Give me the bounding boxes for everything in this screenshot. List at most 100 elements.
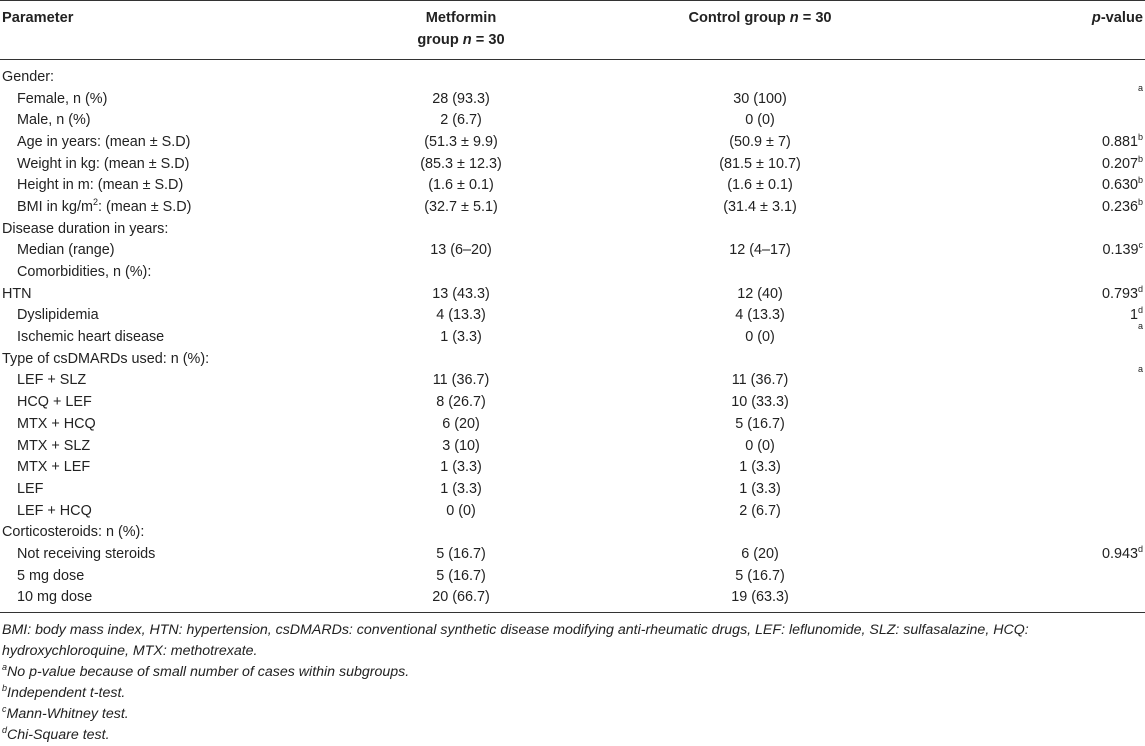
table-footnotes: BMI: body mass index, HTN: hypertension,… [0,613,1145,746]
header-parameter: Parameter [0,0,322,60]
control-value-cell: 11 (36.7) [731,372,789,389]
header-metformin-group: Metformin group n = 30 [322,0,600,60]
p-value-cell [920,60,1145,88]
control-value-cell: 19 (63.3) [600,586,920,614]
p-value-cell: a [1137,321,1143,332]
parameter-cell: HCQ + LEF [17,394,92,411]
control-value-cell: 0 (0) [745,437,775,454]
control-value-cell: 0 (0) [745,112,775,129]
p-value-cell: 0.943d [1101,543,1143,562]
p-value-cell [920,218,1145,240]
metformin-value-cell: 1 (3.3) [440,459,482,476]
control-value-cell: 6 (20) [741,545,779,562]
parameter-cell: LEF + SLZ [17,372,87,389]
table-row: Type of csDMARDs used: n (%): [0,348,1145,370]
footnote-a: aNo p-value because of small number of c… [2,662,410,681]
p-value-cell: 0.236b [1101,196,1143,215]
metformin-value-cell: 2 (6.7) [440,112,482,129]
control-value-cell: 30 (100) [733,90,787,107]
control-value-cell [600,60,920,88]
control-value-cell [600,348,920,370]
parameter-cell: Dyslipidemia [17,307,99,324]
p-value-cell [920,109,1145,131]
parameter-cell: LEF [17,480,44,497]
table-row: Female, n (%) 28 (93.3) 30 (100) a [0,82,1145,110]
metformin-value-cell: 1 (3.3) [440,329,482,346]
table-row: 5 mg dose 5 (16.7) 5 (16.7) [0,565,1145,587]
metformin-value-cell: 20 (66.7) [322,586,600,614]
table-row: BMI in kg/m2: (mean ± S.D) (32.7 ± 5.1) (3… [0,196,1145,218]
parameter-cell: Ischemic heart disease [17,329,165,346]
table-row: LEF + SLZ 11 (36.7) 11 (36.7) a [0,364,1145,392]
metformin-value-cell: 3 (10) [442,437,480,454]
table-row: Median (range) 13 (6–20) 12 (4–17) 0.139c [0,240,1145,262]
table-row: MTX + SLZ 3 (10) 0 (0) [0,435,1145,457]
table-body: Gender: Female, n (%) 28 (93.3) 30 (100) a Ma… [0,60,1145,614]
p-value-cell [920,413,1145,435]
footnote-abbreviations: BMI: body mass index, HTN: hypertension,… [2,622,1029,660]
table-row: Age in years: (mean ± S.D) (51.3 ± 9.9) (5… [0,131,1145,153]
control-value-cell: (50.9 ± 7) [729,133,791,150]
table-row: HTN 13 (43.3) 12 (40) 0.793d [0,283,1145,305]
parameter-cell: LEF + HCQ [17,502,92,519]
p-value-cell: 0.630b [1101,175,1143,194]
parameter-cell: Male, n (%) [17,112,91,129]
table-row: Comorbidities, n (%): [0,261,1145,283]
parameter-cell: MTX + HCQ [17,415,96,432]
table-row: Height in m: (mean ± S.D) (1.6 ± 0.1) (1.6… [0,174,1145,196]
metformin-value-cell: 5 (16.7) [436,545,486,562]
header-metformin-line2: group n = 30 [417,32,505,48]
parameter-cell: Disease duration in years: [2,220,169,237]
table-row: Dyslipidemia 4 (13.3) 4 (13.3) 1d [0,305,1145,327]
footnote-b: bIndependent t-test. [2,683,126,702]
baseline-characteristics-table: Parameter Metformin group n = 30 Control… [0,0,1145,614]
p-value-cell [920,435,1145,457]
table-row: Gender: [0,60,1145,88]
metformin-value-cell [322,261,600,283]
metformin-value-cell [322,348,600,370]
table-row: Disease duration in years: [0,218,1145,240]
header-row: Parameter Metformin group n = 30 Control… [0,0,1145,60]
metformin-value-cell: 11 (36.7) [432,372,490,389]
parameter-cell: MTX + LEF [17,459,91,476]
parameter-cell: Female, n (%) [17,90,108,107]
metformin-value-cell: 5 (16.7) [436,567,486,584]
table-row: Not receiving steroids 5 (16.7) 6 (20) 0.94… [0,543,1145,565]
table-row: HCQ + LEF 8 (26.7) 10 (33.3) [0,391,1145,413]
parameter-cell: Corticosteroids: n (%): [2,524,145,541]
parameter-cell: BMI in kg/m2: (mean ± S.D) [17,196,192,215]
table-row: Weight in kg: (mean ± S.D) (85.3 ± 12.3) (… [0,153,1145,175]
control-value-cell: 1 (3.3) [739,480,781,497]
metformin-value-cell: 0 (0) [446,502,476,519]
metformin-value-cell: 4 (13.3) [436,307,486,324]
p-value-cell: 0.881b [1101,131,1143,150]
metformin-value-cell: 28 (93.3) [432,90,490,107]
parameter-cell: HTN [2,285,32,302]
table-header: Parameter Metformin group n = 30 Control… [0,0,1145,60]
footnote-c: cMann-Whitney test. [2,704,129,723]
parameter-cell: Not receiving steroids [17,545,156,562]
p-value-cell [920,586,1145,614]
control-value-cell: 12 (40) [737,285,783,302]
header-control-group: Control group n = 30 [600,0,920,60]
header-p-value: p-value [920,0,1145,60]
p-value-cell: 0.207b [1101,153,1143,172]
table-row: LEF + HCQ 0 (0) 2 (6.7) [0,500,1145,522]
p-value-cell: a [1137,82,1143,93]
p-value-cell [920,261,1145,283]
table-row: MTX + LEF 1 (3.3) 1 (3.3) [0,456,1145,478]
parameter-cell: Type of csDMARDs used: n (%): [2,350,210,367]
control-value-cell [600,218,920,240]
control-value-cell: (1.6 ± 0.1) [727,177,793,194]
parameter-cell: Median (range) [17,242,115,259]
p-value-cell [920,478,1145,500]
parameter-cell: Height in m: (mean ± S.D) [17,177,184,194]
p-value-cell [920,500,1145,522]
control-value-cell: (81.5 ± 10.7) [719,155,801,172]
parameter-cell: Gender: [2,68,54,85]
control-value-cell: (31.4 ± 3.1) [723,198,797,215]
p-value-cell [920,391,1145,413]
p-value-cell: a [1137,364,1143,375]
parameter-cell: MTX + SLZ [17,437,91,454]
metformin-value-cell: 1 (3.3) [440,480,482,497]
